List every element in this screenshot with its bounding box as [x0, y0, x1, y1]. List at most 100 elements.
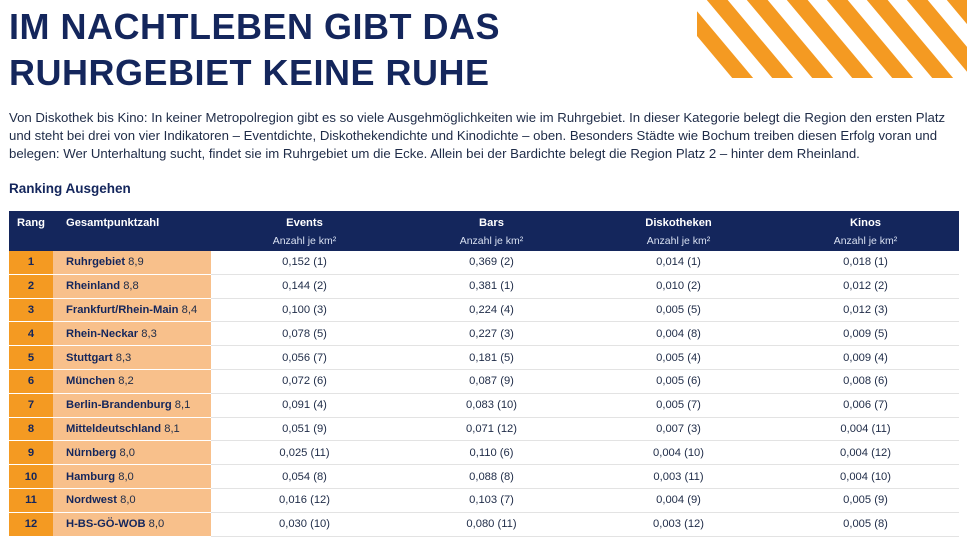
diskotheken-cell: 0,004 (8): [585, 321, 772, 347]
region-score: 8,2: [118, 375, 134, 388]
bars-cell: 0,103 (7): [398, 488, 585, 513]
kinos-cell: 0,009 (4): [772, 345, 959, 370]
kinos-cell: 0,004 (11): [772, 417, 959, 442]
diskotheken-cell: 0,003 (12): [585, 512, 772, 537]
header-kinos: Kinos Anzahl je km²: [772, 211, 959, 251]
region-name: Hamburg: [66, 470, 116, 483]
region-name: Rheinland: [66, 280, 121, 293]
rank-cell: 9: [9, 440, 53, 466]
kinos-cell: 0,005 (9): [772, 488, 959, 513]
region-name: Nordwest: [66, 494, 117, 507]
table-row: 6 München 8,2 0,072 (6) 0,087 (9) 0,005 …: [9, 369, 959, 394]
kinos-cell: 0,018 (1): [772, 251, 959, 275]
bars-cell: 0,227 (3): [398, 321, 585, 347]
region-name: Rhein-Neckar: [66, 327, 139, 340]
diskotheken-cell: 0,007 (3): [585, 417, 772, 442]
diskotheken-cell: 0,005 (6): [585, 369, 772, 394]
region-cell: Berlin-Brandenburg 8,1: [53, 393, 211, 418]
bars-cell: 0,080 (11): [398, 512, 585, 537]
header-rang: Rang: [9, 211, 53, 251]
region-cell: Rhein-Neckar 8,3: [53, 321, 211, 347]
rank-cell: 12: [9, 512, 53, 537]
header-gesamtpunktzahl: Gesamtpunktzahl: [53, 211, 211, 251]
events-cell: 0,091 (4): [211, 393, 398, 418]
header-kinos-unit: Anzahl je km²: [833, 235, 898, 247]
table-row: 5 Stuttgart 8,3 0,056 (7) 0,181 (5) 0,00…: [9, 345, 959, 370]
region-cell: H-BS-GÖ-WOB 8,0: [53, 512, 211, 537]
rank-cell: 11: [9, 488, 53, 513]
rank-cell: 2: [9, 274, 53, 299]
region-cell: Hamburg 8,0: [53, 464, 211, 489]
header-bars-unit: Anzahl je km²: [459, 235, 524, 247]
region-score: 8,1: [164, 422, 180, 435]
region-cell: Stuttgart 8,3: [53, 345, 211, 370]
header-events: Events Anzahl je km²: [211, 211, 398, 251]
ranking-table: Rang Gesamtpunktzahl Events Anzahl je km…: [9, 211, 959, 537]
section-title: Ranking Ausgehen: [9, 181, 131, 196]
region-score: 8,0: [119, 446, 136, 459]
table-row: 11 Nordwest 8,0 0,016 (12) 0,103 (7) 0,0…: [9, 488, 959, 513]
events-cell: 0,100 (3): [211, 298, 398, 323]
region-score: 8,3: [141, 327, 157, 340]
bars-cell: 0,181 (5): [398, 345, 585, 370]
events-cell: 0,144 (2): [211, 274, 398, 299]
diskotheken-cell: 0,010 (2): [585, 274, 772, 299]
bars-cell: 0,087 (9): [398, 369, 585, 394]
rank-cell: 3: [9, 298, 53, 323]
header-kinos-label: Kinos: [849, 217, 882, 229]
region-name: Frankfurt/Rhein-Main: [66, 303, 179, 316]
region-cell: Ruhrgebiet 8,9: [53, 251, 211, 275]
table-row: 1 Ruhrgebiet 8,9 0,152 (1) 0,369 (2) 0,0…: [9, 251, 959, 275]
region-cell: Frankfurt/Rhein-Main 8,4: [53, 298, 211, 323]
rank-cell: 6: [9, 369, 53, 394]
kinos-cell: 0,012 (3): [772, 298, 959, 323]
header-events-unit: Anzahl je km²: [272, 235, 337, 247]
region-cell: Mitteldeutschland 8,1: [53, 417, 211, 442]
region-score: 8,1: [174, 399, 191, 412]
region-score: 8,9: [128, 256, 144, 269]
bars-cell: 0,369 (2): [398, 251, 585, 275]
region-name: H-BS-GÖ-WOB: [66, 518, 146, 531]
diskotheken-cell: 0,005 (5): [585, 298, 772, 323]
title-line-2: RUHRGEBIET KEINE RUHE: [9, 52, 490, 93]
region-name: Nürnberg: [66, 446, 117, 459]
rank-cell: 8: [9, 417, 53, 442]
kinos-cell: 0,005 (8): [772, 512, 959, 537]
table-row: 10 Hamburg 8,0 0,054 (8) 0,088 (8) 0,003…: [9, 464, 959, 489]
title-line-1: IM NACHTLEBEN GIBT DAS: [9, 6, 500, 47]
region-name: München: [66, 375, 116, 388]
diskotheken-cell: 0,004 (9): [585, 488, 772, 513]
kinos-cell: 0,004 (10): [772, 464, 959, 489]
events-cell: 0,056 (7): [211, 345, 398, 370]
kinos-cell: 0,012 (2): [772, 274, 959, 299]
table-row: 3 Frankfurt/Rhein-Main 8,4 0,100 (3) 0,2…: [9, 298, 959, 323]
rank-cell: 7: [9, 393, 53, 418]
events-cell: 0,078 (5): [211, 321, 398, 347]
diskotheken-cell: 0,004 (10): [585, 440, 772, 466]
bars-cell: 0,381 (1): [398, 274, 585, 299]
bars-cell: 0,088 (8): [398, 464, 585, 489]
bars-cell: 0,224 (4): [398, 298, 585, 323]
events-cell: 0,072 (6): [211, 369, 398, 394]
header-events-label: Events: [286, 217, 323, 229]
kinos-cell: 0,008 (6): [772, 369, 959, 394]
events-cell: 0,016 (12): [211, 488, 398, 513]
region-score: 8,3: [115, 351, 132, 364]
kinos-cell: 0,004 (12): [772, 440, 959, 466]
decorative-stripes: [697, 0, 967, 78]
header-bars: Bars Anzahl je km²: [398, 211, 585, 251]
rank-cell: 10: [9, 464, 53, 489]
kinos-cell: 0,006 (7): [772, 393, 959, 418]
header-bars-label: Bars: [479, 217, 504, 229]
header-diskotheken-unit: Anzahl je km²: [646, 235, 711, 247]
table-row: 4 Rhein-Neckar 8,3 0,078 (5) 0,227 (3) 0…: [9, 321, 959, 347]
header-diskotheken-label: Diskotheken: [645, 217, 712, 229]
events-cell: 0,030 (10): [211, 512, 398, 537]
bars-cell: 0,071 (12): [398, 417, 585, 442]
region-cell: Nürnberg 8,0: [53, 440, 211, 466]
region-cell: Nordwest 8,0: [53, 488, 211, 513]
intro-paragraph: Von Diskothek bis Kino: In keiner Metrop…: [9, 110, 946, 162]
table-row: 8 Mitteldeutschland 8,1 0,051 (9) 0,071 …: [9, 417, 959, 442]
diskotheken-cell: 0,014 (1): [585, 251, 772, 275]
events-cell: 0,051 (9): [211, 417, 398, 442]
